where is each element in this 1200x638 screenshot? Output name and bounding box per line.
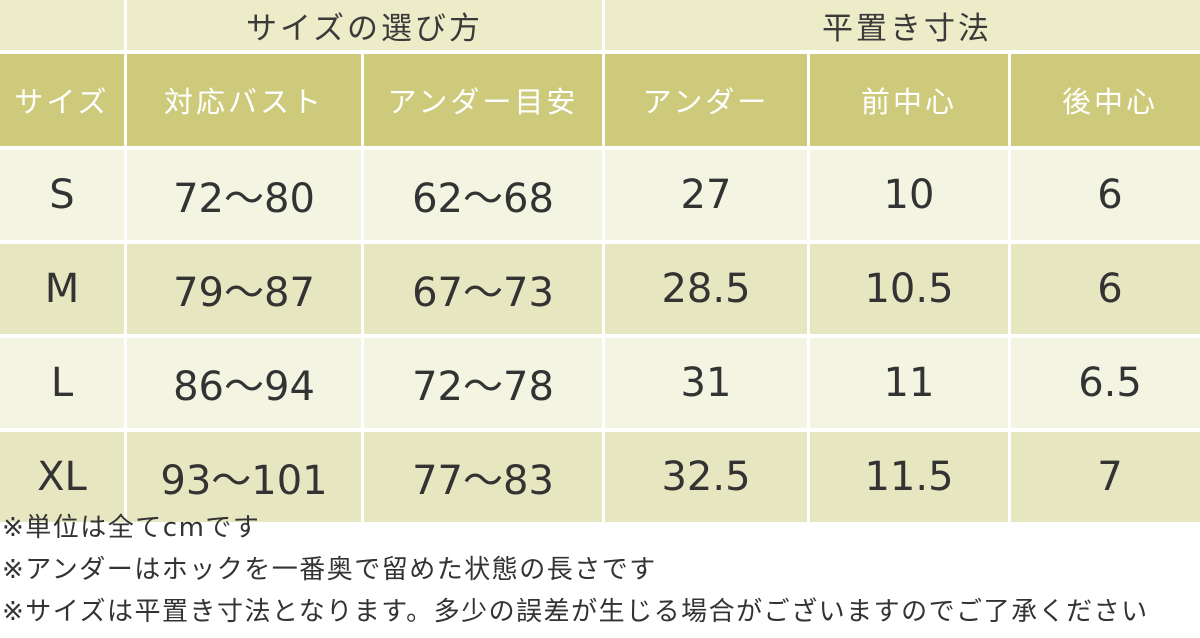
table-cell-under-guide: 77〜83 [364, 432, 602, 522]
notes-list: ※単位は全てcmです ※アンダーはホックを一番奥で留めた状態の長さです ※サイズ… [0, 512, 1200, 638]
note-under-measurement: ※アンダーはホックを一番奥で留めた状態の長さです [2, 555, 657, 585]
column-header-under-guide: アンダー目安 [364, 54, 602, 146]
group-header-flat-measurements: 平置き寸法 [605, 0, 1200, 50]
column-header-size: サイズ [0, 54, 124, 146]
table-cell-back-center: 6 [1011, 150, 1200, 240]
table-cell-size: S [0, 150, 124, 240]
table-cell-under-guide: 72〜78 [364, 338, 602, 428]
column-header-bust: 対応バスト [127, 54, 361, 146]
table-cell-front-center: 11.5 [810, 432, 1008, 522]
table-cell-back-center: 7 [1011, 432, 1200, 522]
note-measurement-tolerance: ※サイズは平置き寸法となります。多少の誤差が生じる場合がございますのでご了承くだ… [2, 597, 1149, 627]
table-cell-size: L [0, 338, 124, 428]
column-header-under: アンダー [605, 54, 807, 146]
table-cell-under: 32.5 [605, 432, 807, 522]
table-cell-front-center: 10 [810, 150, 1008, 240]
group-header-size-guide: サイズの選び方 [127, 0, 602, 50]
table-cell-size: XL [0, 432, 124, 522]
table-cell-under: 28.5 [605, 244, 807, 334]
table-corner [0, 0, 124, 50]
table-cell-bust: 72〜80 [127, 150, 361, 240]
note-units: ※単位は全てcmです [2, 513, 261, 543]
table-cell-front-center: 11 [810, 338, 1008, 428]
table-cell-bust: 86〜94 [127, 338, 361, 428]
table-cell-bust: 79〜87 [127, 244, 361, 334]
size-chart-table: サイズの選び方 平置き寸法 サイズ 対応バスト アンダー目安 アンダー 前中心 … [0, 0, 1200, 522]
column-header-front-center: 前中心 [810, 54, 1008, 146]
table-cell-back-center: 6 [1011, 244, 1200, 334]
table-cell-size: M [0, 244, 124, 334]
table-cell-back-center: 6.5 [1011, 338, 1200, 428]
table-cell-bust: 93〜101 [127, 432, 361, 522]
table-cell-under: 31 [605, 338, 807, 428]
table-cell-under: 27 [605, 150, 807, 240]
column-header-back-center: 後中心 [1011, 54, 1200, 146]
table-cell-under-guide: 62〜68 [364, 150, 602, 240]
table-cell-front-center: 10.5 [810, 244, 1008, 334]
table-cell-under-guide: 67〜73 [364, 244, 602, 334]
